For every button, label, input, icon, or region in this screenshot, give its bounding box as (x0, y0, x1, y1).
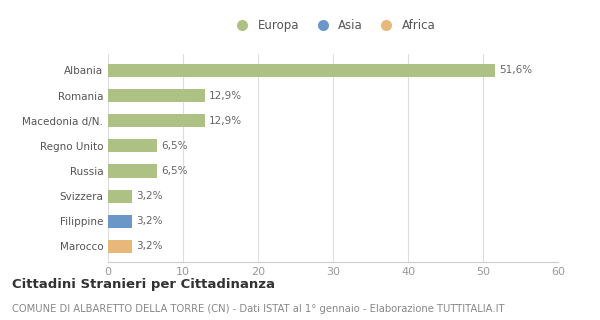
Bar (108, 164, 157, 178)
Text: Cittadini Stranieri per Cittadinanza: Cittadini Stranieri per Cittadinanza (12, 278, 275, 292)
Text: 12,9%: 12,9% (209, 116, 242, 126)
Bar (108, 89, 205, 102)
Text: 3,2%: 3,2% (137, 191, 163, 201)
Bar (108, 189, 132, 203)
Text: 12,9%: 12,9% (209, 91, 242, 100)
Text: 51,6%: 51,6% (499, 65, 533, 76)
Text: 3,2%: 3,2% (137, 216, 163, 226)
Text: 6,5%: 6,5% (161, 166, 188, 176)
Bar (108, 240, 132, 253)
Bar (108, 64, 495, 77)
Text: 6,5%: 6,5% (161, 141, 188, 151)
Legend: Europa, Asia, Africa: Europa, Asia, Africa (226, 14, 440, 37)
Text: COMUNE DI ALBARETTO DELLA TORRE (CN) - Dati ISTAT al 1° gennaio - Elaborazione T: COMUNE DI ALBARETTO DELLA TORRE (CN) - D… (12, 304, 505, 314)
Bar (108, 215, 132, 228)
Bar (108, 139, 157, 152)
Bar (108, 114, 205, 127)
Text: 3,2%: 3,2% (137, 241, 163, 252)
